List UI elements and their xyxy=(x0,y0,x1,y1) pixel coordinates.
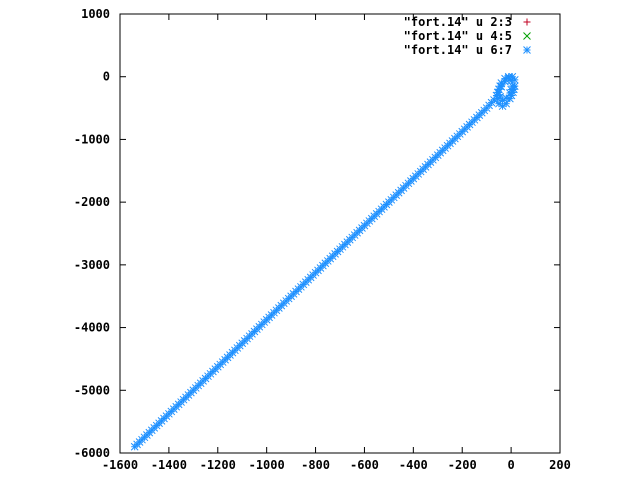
x-tick-label: 200 xyxy=(549,458,571,472)
y-tick-label: -1000 xyxy=(74,132,110,146)
y-tick-label: 1000 xyxy=(81,7,110,21)
axis-ticks xyxy=(119,13,561,454)
legend-label: "fort.14" u 4:5 xyxy=(404,29,512,43)
legend-marker xyxy=(523,46,531,54)
x-tick-label: -1000 xyxy=(249,458,285,472)
x-tick-label: -800 xyxy=(301,458,330,472)
data-point xyxy=(502,94,511,102)
y-tick-label: -3000 xyxy=(74,258,110,272)
y-tick-label: -2000 xyxy=(74,195,110,209)
data-point xyxy=(497,82,506,91)
plot-frame xyxy=(119,13,561,454)
x-tick-label: -1400 xyxy=(151,458,187,472)
x-tick-label: -600 xyxy=(350,458,379,472)
legend-marker xyxy=(523,18,531,26)
y-tick-label: -4000 xyxy=(74,321,110,335)
y-tick-label: -5000 xyxy=(74,383,110,397)
y-tick-label: -6000 xyxy=(74,446,110,460)
x-tick-label: -1200 xyxy=(200,458,236,472)
data-point xyxy=(496,92,504,101)
data-points xyxy=(130,72,519,451)
legend-label: "fort.14" u 2:3 xyxy=(404,15,512,29)
data-point xyxy=(506,89,514,97)
x-tick-label: 0 xyxy=(507,458,514,472)
legend: "fort.14" u 2:3"fort.14" u 4:5"fort.14" … xyxy=(404,15,531,57)
x-tick-label: -200 xyxy=(448,458,477,472)
x-tick-label: -400 xyxy=(399,458,428,472)
axis-tick-labels: -1600 -1400 -1200 -1000 -800 -600 -400 -200 0 200… xyxy=(74,7,571,472)
x-tick-label: -1600 xyxy=(102,458,138,472)
y-tick-label: 0 xyxy=(103,70,110,84)
legend-marker xyxy=(523,32,531,40)
legend-label: "fort.14" u 6:7 xyxy=(404,43,512,57)
